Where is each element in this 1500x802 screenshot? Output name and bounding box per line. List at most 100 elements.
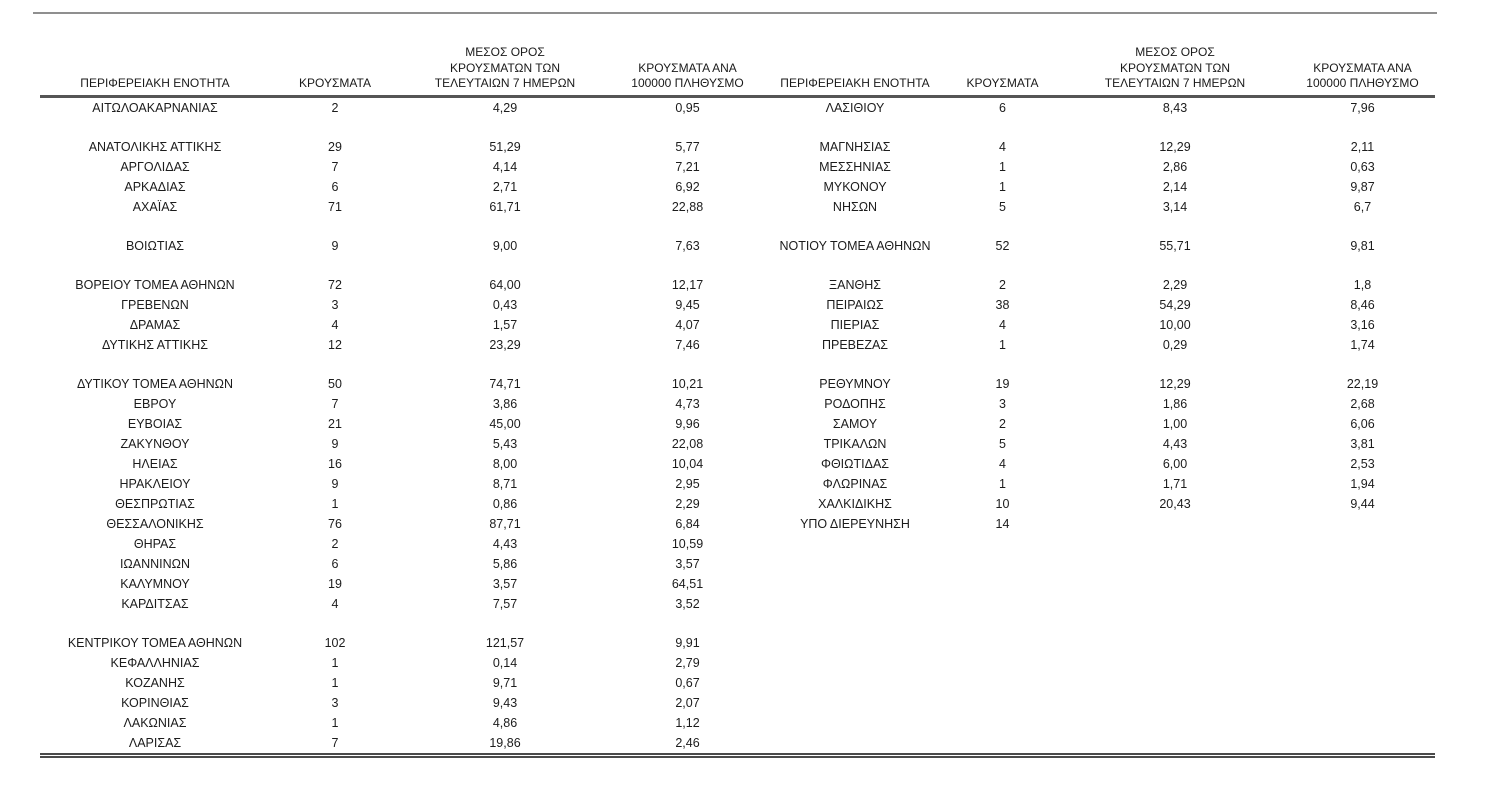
- right-avg7-cases-cell: [1060, 653, 1290, 673]
- right-avg7-cases-cell: 1,71: [1162, 477, 1188, 491]
- left-region-cell: ΛΑΡΙΣΑΣ: [128, 736, 182, 750]
- left-region-cell: ΗΛΕΙΑΣ: [132, 457, 178, 471]
- right-region-cell: ΥΠΟ ΔΙΕΡΕΥΝΗΣΗ: [800, 517, 910, 531]
- left-avg7-cases-cell: 4,14: [492, 160, 518, 174]
- right-region-cell: [765, 554, 945, 574]
- table-row: ΗΡΑΚΛΕΙΟΥ 9 8,71 2,95 ΦΛΩΡΙΝΑΣ 1 1,71 1,94: [40, 474, 1435, 494]
- left-region-cell: ΔΡΑΜΑΣ: [129, 318, 181, 332]
- left-region-cell: ΕΒΡΟΥ: [133, 397, 177, 411]
- left-cases-cell: 102: [324, 636, 346, 650]
- right-cases-per-100k-cell: 9,87: [1350, 180, 1375, 194]
- right-region-cell: ΧΑΛΚΙΔΙΚΗΣ: [818, 497, 892, 511]
- left-cases-per-100k-cell: 22,88: [671, 200, 704, 214]
- right-cases-cell: [945, 633, 1060, 653]
- left-avg7-cases-cell: 51,29: [489, 140, 521, 154]
- right-avg7-cases-cell: 12,29: [1159, 140, 1191, 154]
- right-cases-cell: 5: [999, 200, 1006, 214]
- left-cases-cell: 72: [328, 278, 342, 292]
- left-cases-per-100k-cell: 2,79: [675, 656, 700, 670]
- right-avg7-cases-cell: 55,71: [1159, 239, 1191, 253]
- left-region-cell: ΑΙΤΩΛΟΑΚΑΡΝΑΝΙΑΣ: [92, 101, 218, 115]
- left-cases-per-100k-cell: 4,07: [675, 318, 700, 332]
- right-cases-per-100k-cell: 22,19: [1346, 377, 1379, 391]
- left-region-cell: ΑΡΓΟΛΙΔΑΣ: [120, 160, 190, 174]
- left-region-cell: ΘΗΡΑΣ: [133, 537, 177, 551]
- header-avg7-left: ΜΕΣΟΣ ΟΡΟΣ ΚΡΟΥΣΜΑΤΩΝ ΤΩΝ ΤΕΛΕΥΤΑΙΩΝ 7 Η…: [400, 30, 610, 98]
- left-region-cell: ΓΡΕΒΕΝΩΝ: [121, 298, 189, 312]
- left-cases-per-100k-cell: 10,21: [671, 377, 704, 391]
- table-row: ΗΛΕΙΑΣ 16 8,00 10,04 ΦΘΙΩΤΙΔΑΣ 4 6,00 2,53: [40, 454, 1435, 474]
- table-row: ΒΟΙΩΤΙΑΣ 9 9,00 7,63 ΝΟΤΙΟΥ ΤΟΜΕΑ ΑΘΗΝΩΝ 52 55…: [40, 236, 1435, 256]
- left-region-cell: ΑΝΑΤΟΛΙΚΗΣ ΑΤΤΙΚΗΣ: [88, 140, 222, 154]
- table-row: ΔΡΑΜΑΣ 4 1,57 4,07 ΠΙΕΡΙΑΣ 4 10,00 3,16: [40, 315, 1435, 335]
- spacer-cell: [40, 614, 1435, 633]
- left-avg7-cases-cell: 3,57: [492, 577, 518, 591]
- right-avg7-cases-cell: 1,86: [1162, 397, 1188, 411]
- left-cases-cell: 9: [331, 437, 339, 451]
- right-region-cell: [765, 673, 945, 693]
- right-cases-cell: 5: [999, 437, 1006, 451]
- left-region-cell: ΚΕΝΤΡΙΚΟΥ ΤΟΜΕΑ ΑΘΗΝΩΝ: [67, 636, 243, 650]
- left-avg7-cases-cell: 4,43: [492, 537, 518, 551]
- right-cases-cell: 1: [999, 160, 1006, 174]
- table-row: ΖΑΚΥΝΘΟΥ 9 5,43 22,08 ΤΡΙΚΑΛΩΝ 5 4,43 3,81: [40, 434, 1435, 454]
- right-cases-per-100k-cell: 9,44: [1350, 497, 1375, 511]
- table-row: ΚΑΡΔΙΤΣΑΣ 4 7,57 3,52: [40, 594, 1435, 614]
- right-region-cell: [765, 713, 945, 733]
- right-region-cell: [765, 574, 945, 594]
- right-avg7-cases-cell: 6,00: [1162, 457, 1188, 471]
- right-cases-cell: 4: [999, 318, 1006, 332]
- left-region-cell: ΚΕΦΑΛΛΗΝΙΑΣ: [110, 656, 200, 670]
- left-cases-per-100k-cell: 64,51: [671, 577, 704, 591]
- right-region-cell: [765, 594, 945, 614]
- right-avg7-cases-cell: 10,00: [1159, 318, 1191, 332]
- left-cases-per-100k-cell: 9,45: [675, 298, 700, 312]
- left-avg7-cases-cell: 0,43: [492, 298, 518, 312]
- table-row: ΚΟΖΑΝΗΣ 1 9,71 0,67: [40, 673, 1435, 693]
- left-cases-per-100k-cell: 2,29: [675, 497, 700, 511]
- right-region-cell: [765, 633, 945, 653]
- right-cases-cell: 19: [995, 377, 1010, 391]
- left-cases-cell: 9: [331, 239, 339, 253]
- right-avg7-cases-cell: 0,29: [1162, 338, 1188, 352]
- left-cases-cell: 16: [328, 457, 342, 471]
- right-cases-per-100k-cell: [1290, 574, 1435, 594]
- left-cases-per-100k-cell: 2,46: [675, 736, 700, 750]
- right-cases-per-100k-cell: [1290, 693, 1435, 713]
- right-cases-cell: [945, 713, 1060, 733]
- right-region-cell: [765, 653, 945, 673]
- right-avg7-cases-cell: [1060, 594, 1290, 614]
- right-region-cell: ΜΕΣΣΗΝΙΑΣ: [819, 160, 891, 174]
- spacer-cell: [40, 256, 1435, 275]
- left-cases-cell: 7: [331, 397, 339, 411]
- left-cases-cell: 12: [328, 338, 342, 352]
- right-cases-per-100k-cell: [1290, 633, 1435, 653]
- right-cases-per-100k-cell: [1290, 534, 1435, 554]
- left-cases-cell: 3: [331, 298, 339, 312]
- table-row: ΕΒΡΟΥ 7 3,86 4,73 ΡΟΔΟΠΗΣ 3 1,86 2,68: [40, 394, 1435, 414]
- left-region-cell: ΒΟΡΕΙΟΥ ΤΟΜΕΑ ΑΘΗΝΩΝ: [75, 278, 235, 292]
- right-cases-per-100k-cell: 3,81: [1350, 437, 1375, 451]
- right-region-cell: ΠΙΕΡΙΑΣ: [830, 318, 880, 332]
- left-cases-per-100k-cell: 2,95: [675, 477, 700, 491]
- table-row: ΘΕΣΠΡΩΤΙΑΣ 1 0,86 2,29 ΧΑΛΚΙΔΙΚΗΣ 10 20,43 9,44: [40, 494, 1435, 514]
- table-row: ΑΝΑΤΟΛΙΚΗΣ ΑΤΤΙΚΗΣ 29 51,29 5,77 ΜΑΓΝΗΣΙΑΣ 4 1…: [40, 137, 1435, 157]
- left-cases-per-100k-cell: 1,12: [675, 716, 700, 730]
- right-cases-per-100k-cell: 9,81: [1350, 239, 1375, 253]
- right-cases-per-100k-cell: 6,06: [1350, 417, 1375, 431]
- table-row: ΚΕΦΑΛΛΗΝΙΑΣ 1 0,14 2,79: [40, 653, 1435, 673]
- right-cases-cell: [945, 554, 1060, 574]
- spacer-row: [40, 355, 1435, 374]
- header-avg7-right: ΜΕΣΟΣ ΟΡΟΣ ΚΡΟΥΣΜΑΤΩΝ ΤΩΝ ΤΕΛΕΥΤΑΙΩΝ 7 Η…: [1060, 30, 1290, 98]
- left-cases-per-100k-cell: 9,91: [675, 636, 700, 650]
- right-region-cell: ΡΟΔΟΠΗΣ: [824, 397, 886, 411]
- left-avg7-cases-cell: 2,71: [492, 180, 518, 194]
- left-avg7-cases-cell: 5,43: [492, 437, 518, 451]
- right-cases-cell: [945, 534, 1060, 554]
- right-cases-cell: 52: [995, 239, 1010, 253]
- left-cases-cell: 4: [331, 597, 339, 611]
- right-cases-cell: [945, 693, 1060, 713]
- right-cases-cell: 14: [995, 517, 1010, 531]
- right-avg7-cases-cell: [1060, 633, 1290, 653]
- left-cases-per-100k-cell: 12,17: [671, 278, 704, 292]
